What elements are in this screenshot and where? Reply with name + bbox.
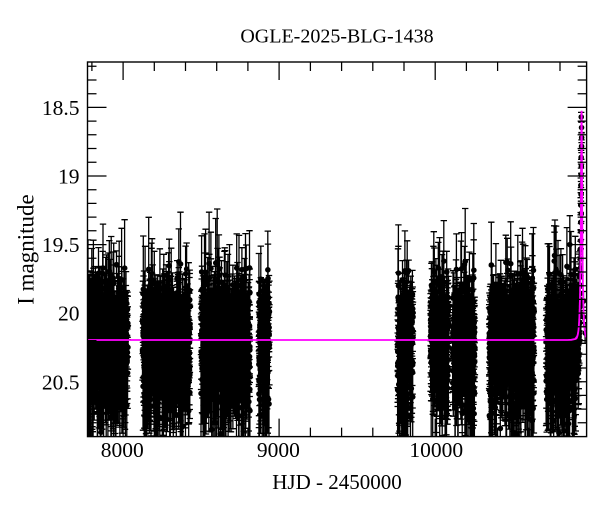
svg-text:20: 20 [58,302,80,326]
svg-text:8000: 8000 [101,438,144,462]
svg-text:19.5: 19.5 [42,233,80,257]
svg-text:OGLE-2025-BLG-1438: OGLE-2025-BLG-1438 [240,26,433,48]
svg-text:19: 19 [58,165,80,189]
svg-text:18.5: 18.5 [42,96,80,120]
svg-text:HJD - 2450000: HJD - 2450000 [272,470,402,494]
svg-text:10000: 10000 [409,438,463,462]
svg-text:20.5: 20.5 [42,370,80,394]
svg-text:9000: 9000 [257,438,300,462]
svg-text:I magnitude: I magnitude [14,194,39,305]
